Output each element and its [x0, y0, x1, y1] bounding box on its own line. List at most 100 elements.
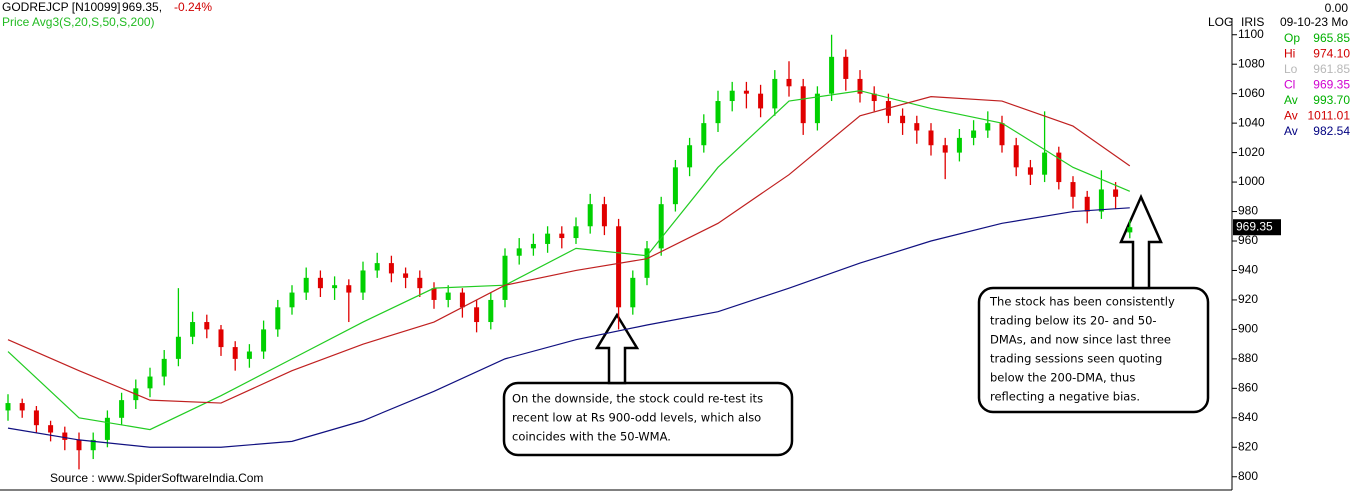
candle-body: [956, 137, 962, 153]
candle-body: [601, 204, 607, 227]
annotation-text: trading sessions seen quoting: [990, 352, 1162, 366]
info-value: 982.54: [1313, 124, 1350, 138]
candle-body: [161, 358, 167, 377]
info-label: Hi: [1284, 47, 1295, 61]
annotation-text: reflecting a negative bias.: [990, 390, 1140, 404]
annotation-text: recent low at Rs 900-odd levels, which a…: [512, 411, 761, 425]
candle-body: [445, 292, 451, 300]
candle-body: [1056, 152, 1062, 183]
candle-body: [843, 56, 849, 79]
candle-body: [616, 226, 622, 308]
candle-body: [644, 248, 650, 278]
legend: Price Avg3(S,20,S,50,S,200): [2, 15, 155, 29]
candle-body: [914, 123, 920, 131]
annotation-box: [977, 286, 1210, 414]
moving-average: [7, 207, 1130, 448]
info-value: 961.85: [1313, 62, 1350, 76]
candle-body: [928, 130, 934, 146]
y-tick-label: 1000: [1238, 174, 1265, 188]
candle-body: [857, 78, 863, 94]
change: -0.24%: [174, 0, 212, 14]
candle-body: [90, 439, 96, 451]
candle-body: [218, 329, 224, 348]
y-tick-label: 1060: [1238, 86, 1265, 100]
candle-body: [232, 347, 238, 359]
y-tick-label: 1100: [1238, 27, 1264, 41]
candle-body: [317, 277, 323, 289]
info-label: Av: [1284, 109, 1298, 123]
candle-body: [729, 90, 735, 102]
candle-body: [62, 432, 68, 440]
candle-body: [672, 167, 678, 205]
annotation-text: below the 200-DMA, thus: [990, 371, 1135, 385]
annotation-text: trading below its 20- and 50-: [990, 314, 1157, 328]
candle-body: [1042, 152, 1048, 175]
candle-body: [303, 277, 309, 293]
info-label: Op: [1284, 31, 1300, 45]
candle-body: [942, 145, 948, 153]
candle-body: [971, 130, 977, 138]
y-tick-label: 820: [1238, 439, 1258, 453]
info-top: 0.00: [1325, 1, 1349, 15]
candle-body: [630, 277, 636, 308]
candle-body: [5, 403, 11, 411]
candle-body: [687, 145, 693, 168]
candle-body: [360, 270, 366, 293]
moving-average: [7, 90, 1131, 431]
candle-body: [1013, 145, 1019, 168]
y-tick-label: 840: [1238, 410, 1258, 424]
candle-body: [516, 248, 522, 256]
moving-average: [7, 96, 1131, 404]
annotation: [977, 193, 1210, 414]
candle-body: [985, 123, 991, 131]
annotation: [502, 312, 794, 457]
candle-body: [587, 204, 593, 227]
candle-body: [33, 410, 39, 426]
info-label: Cl: [1284, 78, 1295, 92]
annotation-text: DMAs, and now since last three: [990, 333, 1171, 347]
candle-body: [76, 439, 82, 451]
annotation-text: coincides with the 50-WMA.: [512, 430, 671, 444]
candle-body: [346, 285, 352, 293]
candle-body: [871, 93, 877, 102]
y-tick-label: 1080: [1238, 56, 1265, 70]
candle-body: [374, 263, 380, 271]
candle-body: [559, 233, 565, 239]
candle-body: [474, 307, 480, 323]
candle-body: [1098, 189, 1104, 212]
candle-body: [488, 299, 494, 323]
candle-body: [658, 204, 664, 249]
candle-body: [502, 255, 508, 300]
candle-body: [147, 376, 153, 389]
candle-body: [800, 86, 806, 124]
candle-body: [48, 425, 54, 433]
info-label: Av: [1284, 124, 1298, 138]
y-tick-label: 960: [1238, 233, 1258, 247]
annotation-text: On the downside, the stock could re-test…: [512, 392, 763, 406]
candle-body: [573, 226, 579, 239]
price-tag: 969.35: [1236, 219, 1273, 233]
last-price: 969.35,: [122, 0, 162, 14]
candle-body: [332, 285, 338, 289]
candle-body: [701, 123, 707, 146]
candle-body: [743, 90, 749, 94]
y-tick-label: 980: [1238, 204, 1258, 218]
y-tick-label: 1040: [1238, 115, 1265, 129]
axis-flag: IRIS: [1241, 15, 1264, 29]
candle-body: [772, 78, 778, 109]
candle-body: [119, 400, 125, 418]
candle-body: [417, 277, 423, 289]
y-tick-label: 900: [1238, 322, 1258, 336]
y-tick-label: 1020: [1238, 145, 1265, 159]
annotation-box: [502, 381, 794, 457]
candle-body: [289, 292, 295, 308]
info-value: 965.85: [1313, 31, 1350, 45]
candle-body: [246, 351, 252, 359]
candle-body: [814, 93, 820, 124]
candle-body: [403, 273, 409, 278]
y-tick-label: 920: [1238, 292, 1258, 306]
y-tick-label: 940: [1238, 263, 1258, 277]
candle-body: [545, 233, 551, 244]
candle-body: [175, 336, 181, 359]
candle-body: [715, 101, 721, 124]
